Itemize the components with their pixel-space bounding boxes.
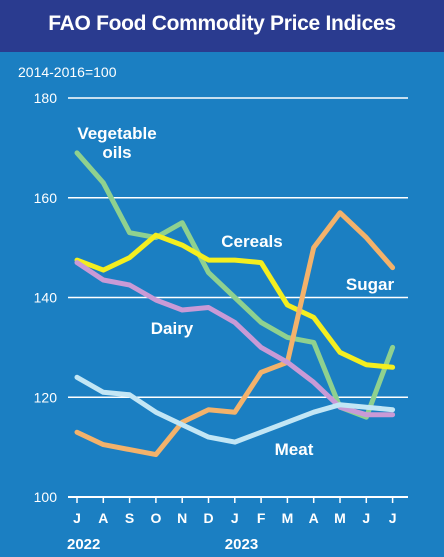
y-tick-label: 100 xyxy=(34,489,58,505)
y-tick-label: 120 xyxy=(34,389,58,405)
x-tick-label: J xyxy=(389,510,397,526)
year-label: 2022 xyxy=(67,536,100,553)
year-labels: 2022 2023 xyxy=(67,536,258,553)
series-lines xyxy=(74,150,396,458)
series-labels: Vegetable oils Cereals Sugar Dairy Meat xyxy=(77,124,394,459)
base-note: 2014-2016=100 xyxy=(18,64,117,80)
series-label-dairy: Dairy xyxy=(151,319,194,338)
y-tick-label: 140 xyxy=(34,290,58,306)
series-label-line: Sugar xyxy=(346,275,395,294)
x-tick-label: J xyxy=(231,510,239,526)
series-label-vegetable-oils: Vegetable oils xyxy=(77,124,156,162)
x-tick-label: J xyxy=(73,510,81,526)
y-tick-label: 180 xyxy=(34,90,58,106)
x-tick-label: M xyxy=(334,510,346,526)
series-label-line: Vegetable xyxy=(77,124,156,143)
x-tick-label: J xyxy=(362,510,370,526)
x-tick-label: N xyxy=(177,510,187,526)
series-line-cereals xyxy=(74,232,396,370)
chart-title: FAO Food Commodity Price Indices xyxy=(48,12,396,35)
gridlines xyxy=(68,97,408,498)
year-label: 2023 xyxy=(225,536,258,553)
series-label-line: Meat xyxy=(275,440,314,459)
x-tick-label: M xyxy=(282,510,294,526)
series-label-meat: Meat xyxy=(275,440,314,459)
x-tick-label: D xyxy=(203,510,213,526)
x-tick-label: O xyxy=(150,510,161,526)
x-tick-label: S xyxy=(125,510,134,526)
series-label-cereals: Cereals xyxy=(221,232,282,251)
series-label-line: Dairy xyxy=(151,319,194,338)
title-bar xyxy=(0,0,444,52)
series-label-sugar: Sugar xyxy=(346,275,395,294)
series-label-line: oils xyxy=(102,143,131,162)
y-axis-tick-labels: 100 120 140 160 180 xyxy=(34,90,58,505)
x-tick-label: A xyxy=(98,510,108,526)
series-line-sugar xyxy=(74,210,396,458)
y-tick-label: 160 xyxy=(34,190,58,206)
x-tick-label: A xyxy=(309,510,319,526)
x-tick-label: F xyxy=(257,510,266,526)
series-line-meat xyxy=(74,374,396,445)
series-label-line: Cereals xyxy=(221,232,282,251)
